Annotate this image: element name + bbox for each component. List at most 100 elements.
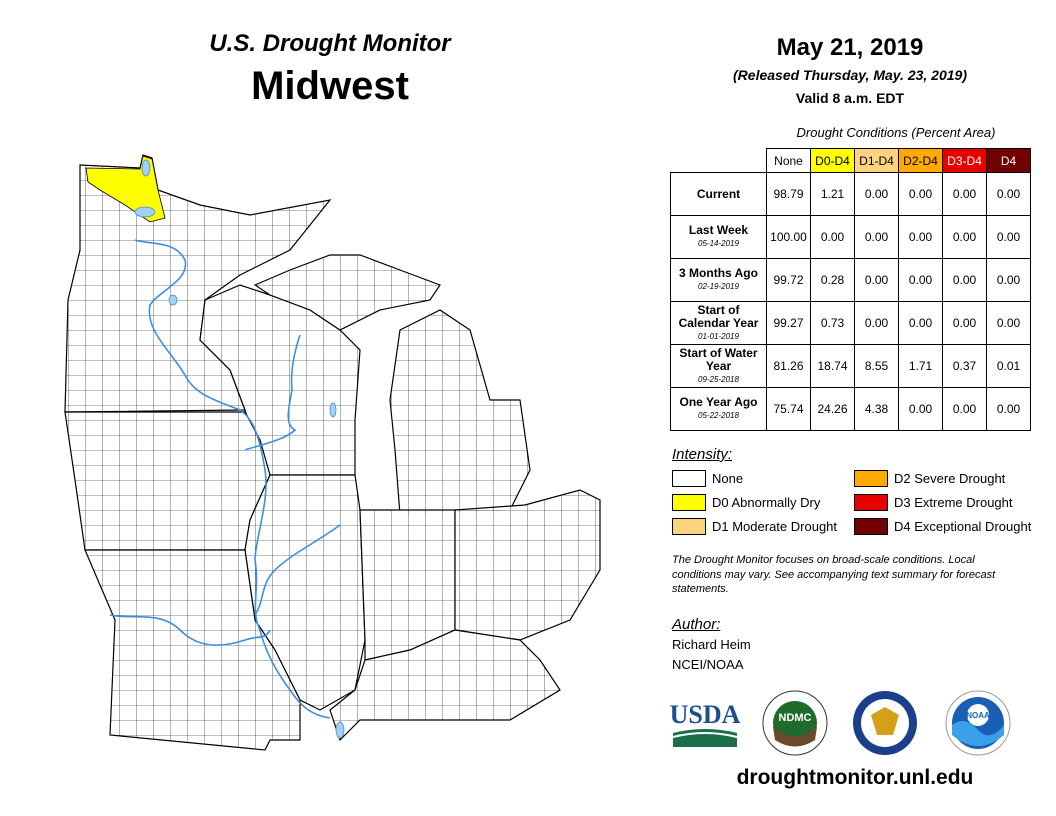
row-name: Start of Calendar Year (678, 302, 759, 330)
cell: 24.26 (810, 387, 855, 431)
legend-swatch (854, 518, 888, 535)
cell: 0.00 (898, 301, 943, 345)
row-label: Last Week 05-14-2019 (670, 215, 767, 259)
cell: 0.00 (854, 172, 899, 216)
cell: 0.37 (942, 344, 987, 388)
legend-item: D2 Severe Drought (854, 470, 1005, 487)
legend-label: D2 Severe Drought (894, 471, 1006, 486)
legend-label: D4 Exceptional Drought (894, 519, 1032, 534)
valid: Valid 8 a.m. EDT (795, 90, 905, 106)
table-row: One Year Ago 05-22-2018 75.74 24.26 4.38 0.00… (670, 387, 1031, 431)
author-name: NCEI/NOAA (672, 657, 744, 672)
column-header: D1-D4 (854, 148, 899, 173)
cell: 0.00 (810, 215, 855, 259)
table-row: Last Week 05-14-2019 100.00 0.00 0.00 0.00 0.0… (670, 215, 1031, 259)
row-label: 3 Months Ago 02-19-2019 (670, 258, 767, 302)
column-header: D3-D4 (942, 148, 987, 173)
row-label: One Year Ago 05-22-2018 (670, 387, 767, 431)
legend-label: D1 Moderate Drought (712, 519, 838, 534)
row-date: 09-25-2018 (698, 374, 739, 384)
legend-swatch (854, 470, 888, 487)
released: (Released Thursday, May. 23, 2019) (733, 67, 967, 83)
region: Midwest (251, 64, 409, 108)
cell: 0.00 (986, 215, 1031, 259)
legend-item: D1 Moderate Drought (672, 518, 837, 535)
row-name: One Year Ago (679, 395, 758, 409)
cell: 0.73 (810, 301, 855, 345)
cell: 98.79 (766, 172, 811, 216)
legend-item: D4 Exceptional Drought (854, 518, 1031, 535)
cell: 99.72 (766, 258, 811, 302)
table-row: Start of Water Year 09-25-2018 81.26 18.74 8… (670, 344, 1031, 388)
cell: 0.00 (986, 301, 1031, 345)
title: U.S. Drought Monitor (209, 30, 451, 57)
row-label: Start of Water Year 09-25-2018 (670, 344, 767, 388)
corner (671, 149, 767, 173)
row-name: Start of Water Year (679, 345, 758, 373)
column-header: D0-D4 (810, 148, 855, 173)
ndmc-logo: NDMC (762, 690, 828, 756)
header-row: None D0-D4 D1-D4 D2-D4 D3-D4 D4 (671, 148, 1031, 173)
map (64, 154, 601, 751)
cell: 1.21 (810, 172, 855, 216)
cell: 99.27 (766, 301, 811, 345)
row-date: 02-19-2019 (698, 282, 739, 291)
row-date: 05-14-2019 (698, 239, 739, 248)
cell: 0.00 (898, 387, 943, 431)
cell: 0.00 (942, 172, 987, 216)
legend-label: None (712, 471, 744, 486)
column-header: None (766, 148, 811, 173)
cell: 100.00 (766, 215, 811, 259)
cell: 75.74 (766, 387, 811, 431)
cell: 0.00 (986, 258, 1031, 302)
cell: 0.00 (986, 172, 1031, 216)
logo-text: NDMC (779, 712, 812, 724)
legend-swatch (672, 518, 706, 535)
cell: 8.55 (854, 344, 899, 388)
conditions-table: None D0-D4 D1-D4 D2-D4 D3-D4 D4 Current 98.79 1.… (670, 148, 1031, 431)
cell: 0.00 (986, 387, 1031, 431)
table-caption: Drought Conditions (Percent Area) (796, 125, 996, 140)
lakes (134, 159, 345, 739)
cell: 0.00 (942, 215, 987, 259)
cell: 0.01 (986, 344, 1031, 388)
counties (65, 155, 600, 750)
cell: 0.00 (942, 258, 987, 302)
legend-label: D3 Extreme Drought (894, 495, 1013, 510)
legend-label: D0 Abnormally Dry (712, 495, 821, 510)
row-name: Last Week (688, 223, 749, 237)
column-header: D2-D4 (898, 148, 943, 173)
commerce-logo (853, 691, 917, 755)
url: droughtmonitor.unl.edu (736, 766, 974, 789)
cell: 1.71 (898, 344, 943, 388)
row-name: 3 Months Ago (679, 266, 758, 280)
note: The Drought Monitor focuses on broad-sca… (672, 554, 996, 595)
cell: 18.74 (810, 344, 855, 388)
cell: 0.00 (898, 215, 943, 259)
cell: 0.00 (854, 301, 899, 345)
rivers (109, 239, 341, 719)
row-label: Current (670, 172, 767, 216)
cell: 0.00 (854, 215, 899, 259)
legend-item: D3 Extreme Drought (854, 494, 1013, 511)
legend-title: Intensity: (672, 446, 733, 463)
noaa-logo: NOAA (945, 690, 1011, 756)
row-date: 01-01-2019 (698, 331, 739, 341)
cell: 0.00 (942, 301, 987, 345)
usda-logo: USDA (670, 700, 741, 747)
cell: 0.00 (898, 172, 943, 216)
legend-swatch (854, 494, 888, 511)
cell: 4.38 (854, 387, 899, 431)
logo-text: USDA (670, 700, 741, 729)
cell: 0.00 (898, 258, 943, 302)
legend-swatch (672, 470, 706, 487)
row-name: Current (696, 186, 741, 201)
author-title: Author: (672, 616, 721, 633)
cell: 81.26 (766, 344, 811, 388)
cell: 0.00 (854, 258, 899, 302)
cell: 0.28 (810, 258, 855, 302)
legend-item: None (672, 470, 743, 487)
cell: 0.00 (942, 387, 987, 431)
table-row: Start of Calendar Year 01-01-2019 99.27 0.7… (670, 301, 1031, 345)
legend-item: D0 Abnormally Dry (672, 494, 820, 511)
